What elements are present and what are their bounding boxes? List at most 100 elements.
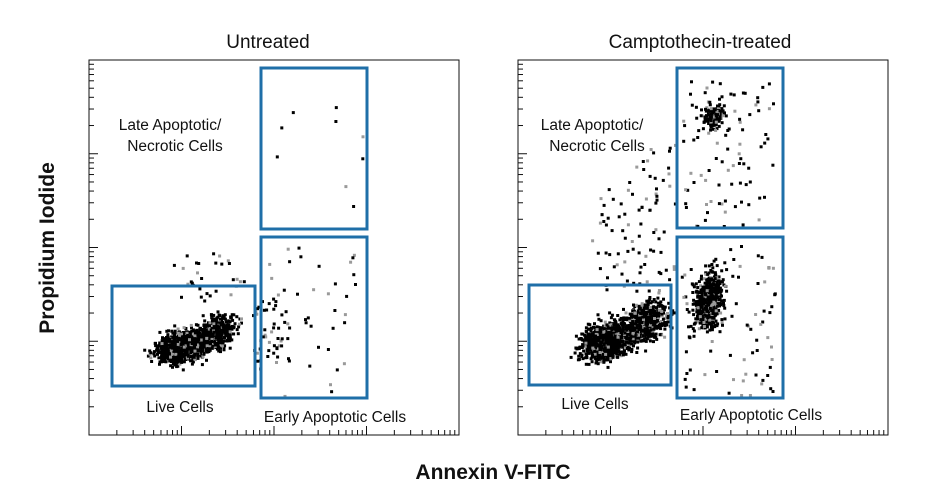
event-live [160, 352, 164, 356]
event-late-apoptotic [771, 163, 775, 167]
event-late-apoptotic [718, 112, 722, 115]
event-live [573, 351, 577, 355]
event-live [633, 331, 637, 335]
event-live [621, 319, 625, 323]
event-sparse [264, 335, 268, 339]
event-live [583, 345, 587, 349]
event-early-apoptotic [694, 282, 698, 286]
event-sparse [255, 351, 259, 355]
event-live [584, 326, 588, 330]
event-sparse [639, 222, 643, 226]
event-sparse [218, 254, 222, 258]
event-live [228, 327, 232, 331]
event-live [648, 297, 652, 301]
event-live [193, 353, 197, 357]
event-live [609, 331, 613, 335]
event-live [593, 349, 597, 353]
event-live [184, 327, 188, 330]
event-live [222, 348, 226, 352]
event-live [614, 328, 618, 332]
event-live [228, 346, 232, 350]
event-live [616, 355, 620, 359]
event-early-apoptotic [715, 264, 719, 268]
event-late-apoptotic [683, 124, 687, 128]
event-live [647, 310, 651, 314]
event-live [660, 312, 664, 316]
event-early-apoptotic [720, 318, 724, 322]
event-live [598, 353, 602, 357]
label-late-apoptotic-line1-camptothecin: Late Apoptotic/ [541, 117, 644, 134]
event-live [193, 346, 197, 349]
event-sparse [256, 307, 259, 311]
event-late-apoptotic [744, 183, 748, 187]
event-live [156, 350, 160, 354]
event-sparse [667, 172, 671, 176]
event-late-apoptotic [759, 145, 763, 149]
event-early-apoptotic [721, 278, 725, 282]
event-live [646, 306, 650, 310]
event-live [617, 328, 621, 332]
event-sparse [186, 282, 190, 286]
event-early-apoptotic [749, 327, 753, 331]
event-early-apoptotic [697, 290, 701, 294]
event-live [647, 329, 651, 333]
event-live [191, 332, 195, 336]
event-late-apoptotic [702, 120, 706, 124]
event-live [158, 360, 162, 364]
event-live [625, 324, 629, 328]
event-late-apoptotic [707, 122, 711, 125]
event-live [614, 344, 618, 348]
event-live [640, 303, 644, 307]
event-early-apoptotic [685, 302, 689, 306]
event-live [632, 303, 635, 307]
event-early-apoptotic [700, 326, 704, 330]
event-live [214, 343, 218, 347]
event-sparse [199, 295, 203, 299]
event-live [156, 352, 159, 356]
event-late-apoptotic [703, 218, 707, 222]
event-live [174, 336, 177, 339]
event-live [631, 332, 635, 336]
event-live [652, 305, 656, 309]
event-sparse [235, 277, 239, 281]
event-early-apoptotic [354, 283, 357, 286]
event-live [238, 317, 242, 321]
event-live [205, 344, 209, 348]
event-early-apoptotic [740, 245, 743, 248]
event-early-apoptotic [705, 330, 709, 334]
event-live [610, 340, 614, 344]
event-early-apoptotic [701, 297, 705, 301]
event-live [627, 341, 631, 345]
event-sparse [288, 326, 292, 330]
event-live [649, 312, 653, 316]
label-late-apoptotic-line2-untreated: Necrotic Cells [127, 138, 223, 155]
event-live [612, 327, 616, 331]
event-early-apoptotic [698, 315, 702, 319]
event-live [652, 327, 656, 331]
event-live [608, 339, 612, 343]
event-sparse [205, 292, 209, 296]
event-live [637, 327, 641, 331]
event-sparse [652, 231, 656, 234]
event-live [616, 346, 620, 350]
event-early-apoptotic [265, 308, 269, 312]
event-late-apoptotic [686, 188, 690, 192]
event-dots-untreated [143, 106, 365, 398]
event-early-apoptotic [713, 275, 716, 279]
event-live [607, 331, 611, 335]
event-live [225, 320, 228, 324]
event-sparse [596, 251, 600, 255]
event-live [597, 325, 600, 329]
event-live [596, 362, 600, 366]
event-early-apoptotic [687, 335, 691, 339]
event-live [157, 356, 161, 360]
event-live [182, 333, 186, 337]
event-live [231, 332, 235, 336]
event-live [188, 338, 191, 342]
event-live [227, 337, 230, 341]
event-early-apoptotic [702, 288, 706, 292]
event-live [637, 317, 640, 321]
event-live [189, 347, 193, 351]
event-late-apoptotic [352, 205, 356, 208]
event-live [178, 334, 181, 338]
